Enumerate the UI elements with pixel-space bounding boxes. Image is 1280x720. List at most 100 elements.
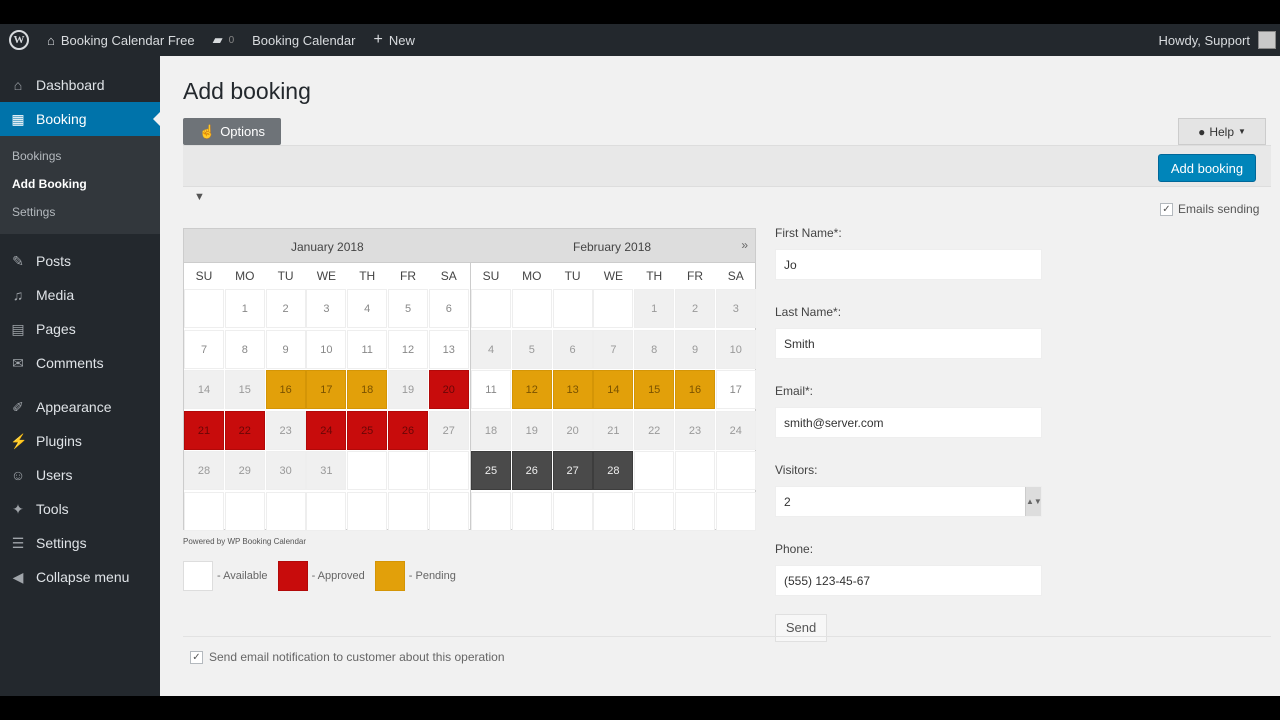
options-button[interactable]: ☝ Options	[183, 118, 281, 145]
calendar-day-cell[interactable]: 4	[347, 289, 388, 328]
phone-field[interactable]: (555) 123-45-67	[775, 565, 1042, 596]
calendar-day-cell[interactable]: 9	[675, 329, 715, 369]
calendar-day-cell[interactable]: 20	[552, 410, 593, 450]
first-name-field[interactable]: Jo	[775, 249, 1042, 280]
calendar-day-cell[interactable]: 25	[471, 451, 511, 490]
help-button[interactable]: ● Help ▼	[1178, 118, 1266, 145]
calendar-day-cell[interactable]: 13	[428, 329, 469, 369]
calendar-day-cell[interactable]: 18	[347, 370, 388, 409]
calendar-day-cell[interactable]: 20	[428, 370, 469, 409]
calendar-day-cell[interactable]: 2	[675, 289, 715, 328]
menu-settings[interactable]: ☰ Settings	[0, 526, 160, 560]
menu-plugins[interactable]: ⚡ Plugins	[0, 424, 160, 458]
booking-calendar-link[interactable]: Booking Calendar	[243, 24, 364, 56]
calendar-day-cell[interactable]: 8	[634, 329, 675, 369]
calendar-day-cell[interactable]: 1	[224, 289, 265, 328]
add-booking-button[interactable]: Add booking	[1158, 154, 1256, 182]
last-name-field[interactable]: Smith	[775, 328, 1042, 359]
calendar-day-cell[interactable]: 12	[511, 370, 552, 409]
calendar-day-cell[interactable]: 26	[388, 410, 428, 450]
calendar-day-cell[interactable]: 24	[306, 410, 347, 450]
calendar-day-cell[interactable]: 23	[675, 410, 715, 450]
calendar-day-cell[interactable]: 31	[306, 451, 347, 490]
calendar-day-cell[interactable]: 7	[593, 329, 634, 369]
calendar-day-cell[interactable]: 13	[552, 370, 593, 409]
calendar-day-cell[interactable]: 14	[593, 370, 634, 409]
menu-appearance[interactable]: ✐ Appearance	[0, 390, 160, 424]
calendar-day-cell[interactable]: 26	[511, 451, 552, 490]
calendar-day-cell[interactable]: 5	[388, 289, 428, 328]
calendar-day-cell[interactable]: 25	[347, 410, 388, 450]
calendar-day-cell[interactable]: 11	[471, 370, 511, 409]
calendar-day-cell[interactable]: 16	[675, 370, 715, 409]
calendar-day-cell[interactable]: 17	[306, 370, 347, 409]
menu-posts[interactable]: ✎ Posts	[0, 244, 160, 278]
calendar-day-cell[interactable]: 3	[715, 289, 756, 328]
calendar-day-cell[interactable]: 11	[347, 329, 388, 369]
menu-collapse[interactable]: ◀ Collapse menu	[0, 560, 160, 594]
calendar-day-cell[interactable]: 4	[471, 329, 511, 369]
calendar-day-cell[interactable]: 6	[552, 329, 593, 369]
calendar-day-cell[interactable]: 5	[511, 329, 552, 369]
email-field[interactable]: smith@server.com	[775, 407, 1042, 438]
visitors-select[interactable]: 2 ▲▼	[775, 486, 1042, 517]
menu-booking[interactable]: ▦ Booking	[0, 102, 160, 136]
menu-tools[interactable]: ✦ Tools	[0, 492, 160, 526]
chevron-down-icon[interactable]: ▼	[194, 191, 205, 203]
menu-users[interactable]: ☺ Users	[0, 458, 160, 492]
calendar-day-cell[interactable]: 23	[265, 410, 306, 450]
calendar-day-cell[interactable]: 10	[306, 329, 347, 369]
calendar-day-cell[interactable]: 30	[265, 451, 306, 490]
calendar-day-cell[interactable]: 7	[184, 329, 224, 369]
calendar-day-cell[interactable]: 19	[388, 370, 428, 409]
calendar-day-cell[interactable]: 18	[471, 410, 511, 450]
howdy-link[interactable]: Howdy, Support	[1158, 32, 1250, 48]
calendar-day-cell[interactable]: 28	[184, 451, 224, 490]
new-content-link[interactable]: + New	[364, 24, 423, 56]
menu-label: Collapse menu	[36, 569, 130, 585]
calendar-day-cell[interactable]: 29	[224, 451, 265, 490]
calendar-day-cell[interactable]: 12	[388, 329, 428, 369]
emails-sending-option[interactable]: ✓ Emails sending	[1160, 202, 1259, 216]
comments-link[interactable]: ▰ 0	[204, 24, 244, 56]
calendar-day-cell[interactable]: 1	[634, 289, 675, 328]
submenu-settings[interactable]: Settings	[12, 205, 56, 219]
calendar-day-cell[interactable]: 6	[428, 289, 469, 328]
notify-checkbox[interactable]: ✓	[190, 650, 203, 664]
calendar-day-cell[interactable]: 8	[224, 329, 265, 369]
calendar-day-cell[interactable]: 14	[184, 370, 224, 409]
powered-by-link[interactable]: Powered by WP Booking Calendar	[183, 537, 307, 546]
send-button[interactable]: Send	[775, 614, 827, 642]
legend-available-label: - Available	[217, 570, 268, 582]
calendar-day-cell[interactable]: 27	[428, 410, 469, 450]
calendar-day-cell[interactable]: 22	[634, 410, 675, 450]
calendar-day-cell[interactable]: 21	[593, 410, 634, 450]
calendar-day-cell[interactable]: 27	[552, 451, 593, 490]
calendar-day-cell[interactable]: 2	[265, 289, 306, 328]
select-arrow-icon[interactable]: ▲▼	[1025, 487, 1042, 516]
menu-pages[interactable]: ▤ Pages	[0, 312, 160, 346]
calendar-day-cell[interactable]: 16	[265, 370, 306, 409]
calendar-day-cell[interactable]: 19	[511, 410, 552, 450]
submenu-bookings[interactable]: Bookings	[12, 149, 62, 163]
wp-logo-menu[interactable]: W	[0, 24, 38, 56]
calendar-day-cell[interactable]: 28	[593, 451, 634, 490]
calendar-day-cell[interactable]: 22	[224, 410, 265, 450]
calendar-day-cell[interactable]: 9	[265, 329, 306, 369]
notify-option[interactable]: ✓ Send email notification to customer ab…	[190, 650, 505, 664]
menu-media[interactable]: ♫ Media	[0, 278, 160, 312]
calendar-day-cell[interactable]: 10	[715, 329, 756, 369]
menu-comments[interactable]: ✉ Comments	[0, 346, 160, 380]
next-month-icon[interactable]: »	[741, 238, 748, 252]
emails-sending-checkbox[interactable]: ✓	[1160, 202, 1173, 216]
menu-dashboard[interactable]: ⌂ Dashboard	[0, 68, 160, 102]
site-name-link[interactable]: ⌂ Booking Calendar Free	[38, 24, 204, 56]
calendar-day-cell[interactable]: 15	[634, 370, 675, 409]
calendar-day-cell[interactable]: 17	[715, 370, 756, 409]
calendar-day-cell[interactable]: 3	[306, 289, 347, 328]
calendar-day-cell[interactable]: 21	[184, 410, 224, 450]
calendar-day-cell[interactable]: 15	[224, 370, 265, 409]
avatar[interactable]	[1258, 31, 1276, 49]
submenu-add-booking[interactable]: Add Booking	[12, 177, 87, 191]
calendar-day-cell[interactable]: 24	[715, 410, 756, 450]
